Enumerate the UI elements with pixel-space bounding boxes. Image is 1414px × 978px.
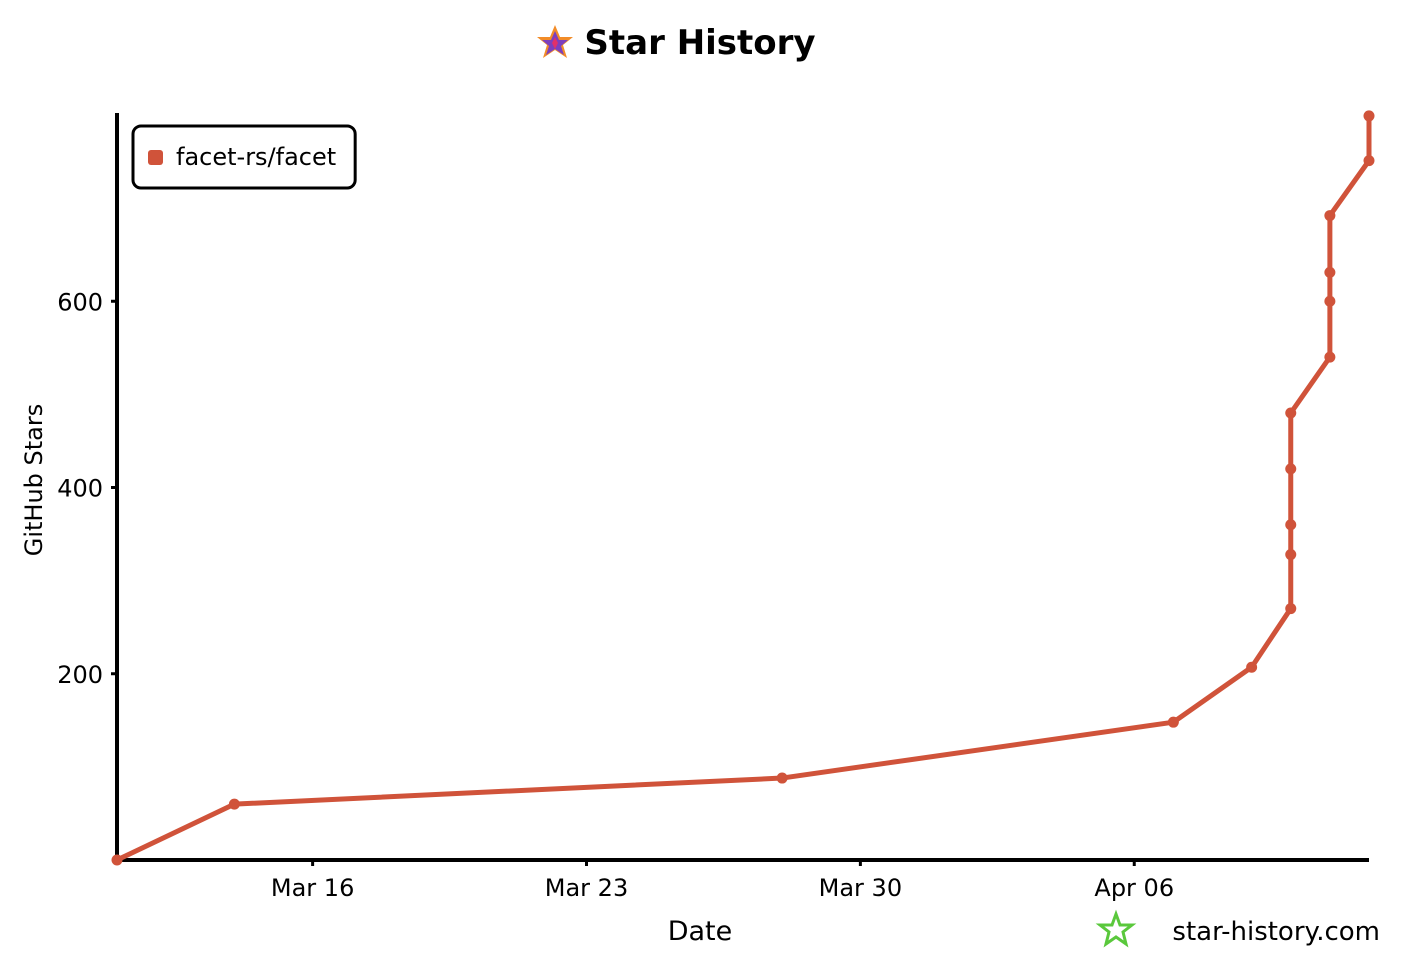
data-point	[1363, 110, 1375, 122]
data-point	[1324, 266, 1336, 278]
data-point	[228, 798, 240, 810]
data-point	[1167, 716, 1179, 728]
data-point	[1246, 661, 1258, 673]
legend-swatch	[148, 150, 163, 165]
legend: facet-rs/facet	[131, 124, 357, 190]
data-point	[1285, 519, 1297, 531]
data-point	[111, 854, 123, 866]
y-tick-label: 400	[57, 475, 103, 503]
x-tick-label: Mar 30	[819, 874, 902, 902]
watermark: star-history.com	[1172, 917, 1380, 947]
x-tick-label: Apr 06	[1094, 874, 1174, 902]
x-axis-label: Date	[668, 916, 733, 947]
data-point	[1363, 155, 1375, 167]
data-point	[776, 772, 788, 784]
series-line	[114, 113, 1372, 863]
x-tick-label: Mar 16	[271, 874, 354, 902]
data-point	[1324, 210, 1336, 222]
y-tick-label: 600	[57, 288, 103, 316]
y-axis-label: GitHub Stars	[20, 404, 48, 557]
y-tick-label: 200	[57, 661, 103, 689]
x-tick-label: Mar 23	[545, 874, 628, 902]
data-point	[1285, 549, 1297, 561]
chart-title: Star History	[584, 23, 815, 63]
data-point	[1285, 463, 1297, 475]
data-point	[1324, 295, 1336, 307]
watermark-logo	[1095, 909, 1137, 948]
legend-label: facet-rs/facet	[176, 143, 336, 171]
data-point	[1285, 603, 1297, 615]
legend-box	[131, 124, 357, 190]
data-point	[1324, 351, 1336, 363]
title-logo	[537, 25, 573, 58]
data-point	[1285, 407, 1297, 419]
